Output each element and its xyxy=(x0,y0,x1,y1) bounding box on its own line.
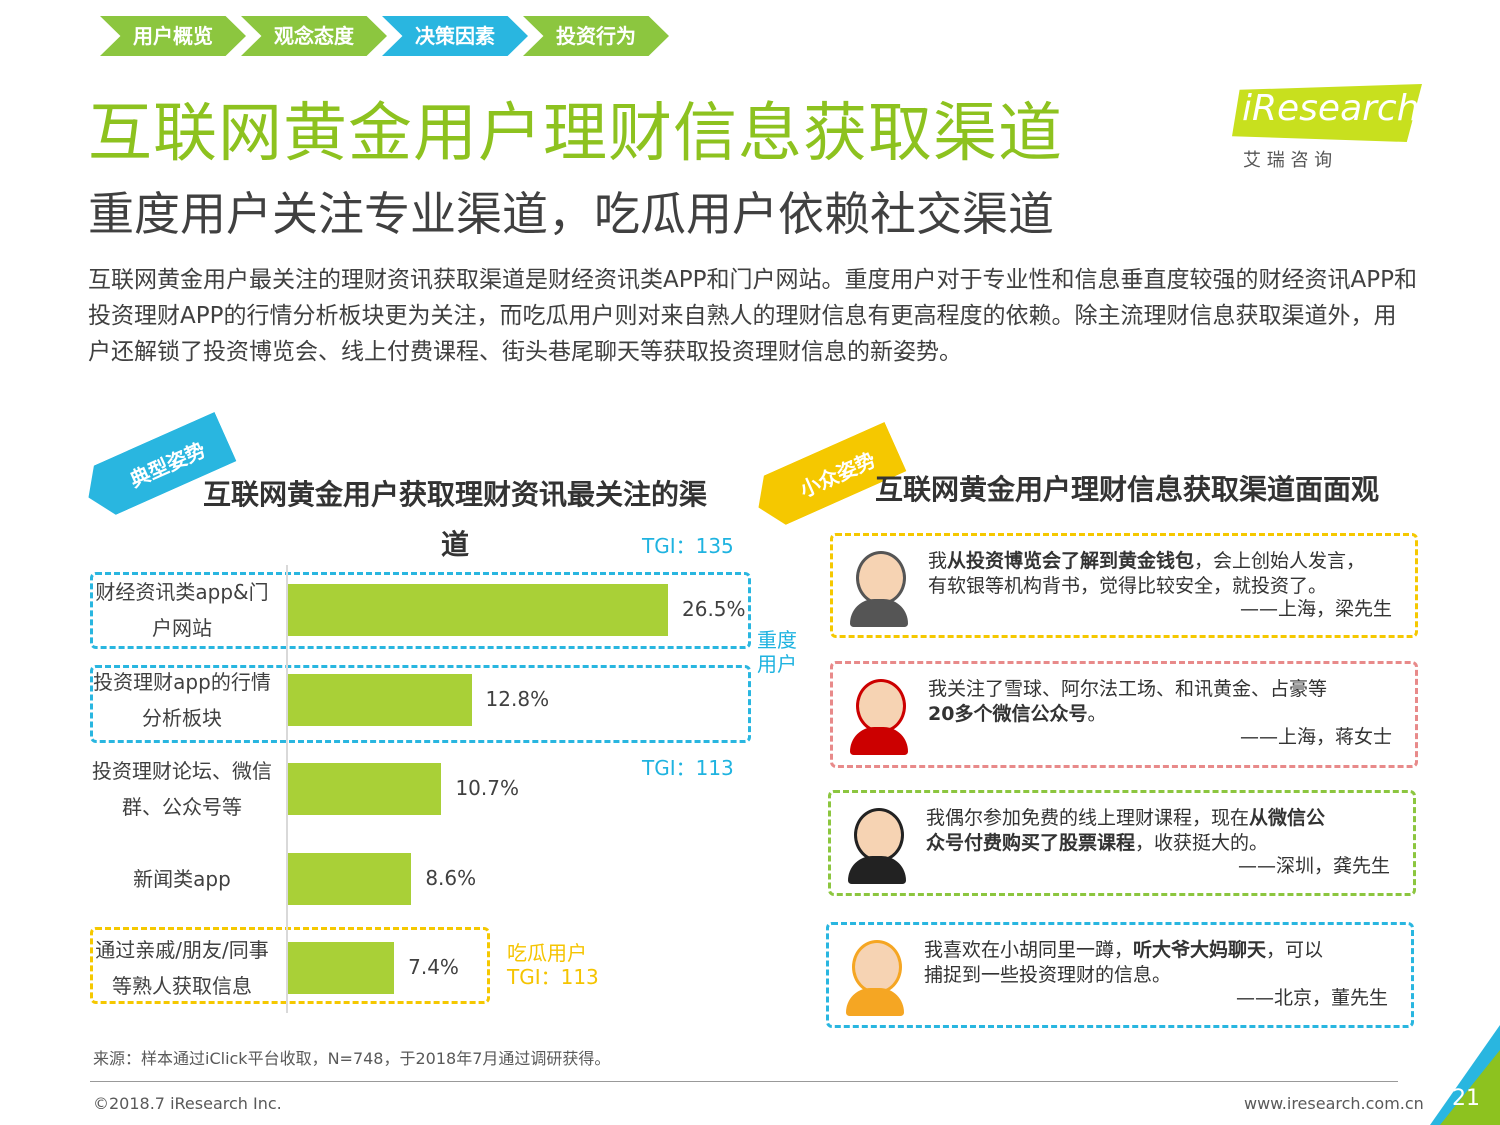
quote-author: ——上海，梁先生 xyxy=(1239,598,1392,620)
avatar-body xyxy=(850,727,908,755)
category-label: 新闻类app xyxy=(133,866,231,891)
avatar-head xyxy=(852,940,902,994)
quote-box xyxy=(830,533,1418,638)
quote-box xyxy=(830,661,1418,768)
highlight-box xyxy=(90,927,490,1004)
bar xyxy=(288,673,472,726)
quote-box xyxy=(828,790,1416,896)
bar xyxy=(288,942,395,994)
quote-text: ，可以 xyxy=(1266,939,1324,961)
quote-line: 20多个微信公众号。 xyxy=(928,702,1106,727)
value-label: 8.6% xyxy=(425,865,477,890)
subtitle: 重度用户关注专业渠道，吃瓜用户依赖社交渠道 xyxy=(88,187,1054,241)
nav-item: 决策因素 xyxy=(382,16,528,56)
quote-text: 捕捉到一些投资理财的信息。 xyxy=(924,964,1172,986)
quote-line: 有软银等机构背书，觉得比较安全，就投资了。 xyxy=(928,574,1327,599)
annotation: TGI：113 xyxy=(507,965,599,989)
highlight-box xyxy=(90,665,751,743)
quote-text: 有软银等机构背书，觉得比较安全，就投资了。 xyxy=(928,575,1328,597)
chart-title: 互联网黄金用户获取理财资讯最关注的渠道 xyxy=(202,478,707,561)
logo: iResearch xyxy=(1242,88,1420,129)
quote-text: 听大爷大妈聊天 xyxy=(1133,939,1267,961)
quote-text: 从投资博览会了解到黄金钱包 xyxy=(947,550,1195,572)
body-text: 互联网黄金用户最关注的理财资讯获取渠道是财经资讯类APP和门户网站。重度用户对于… xyxy=(88,267,1417,365)
category-label: 投资理财app的行情分析板块 xyxy=(93,669,271,730)
highlight-box xyxy=(90,572,751,649)
quote-box xyxy=(826,922,1414,1028)
category-label: 财经资讯类app&门户网站 xyxy=(95,580,269,640)
copyright: ©2018.7 iResearch Inc. xyxy=(93,1094,282,1113)
annotation: TGI：135 xyxy=(642,534,734,558)
bar xyxy=(288,763,442,815)
avatar-body xyxy=(848,856,906,884)
category-label: 投资理财论坛、微信群、公众号等 xyxy=(92,759,272,819)
avatar-body xyxy=(850,599,908,627)
quote-author: ——上海，蒋女士 xyxy=(1239,726,1392,748)
quote-text: ，收获挺大的。 xyxy=(1135,832,1269,854)
quotes-title: 互联网黄金用户理财信息获取渠道面面观 xyxy=(875,473,1380,506)
nav-item: 观念态度 xyxy=(241,16,387,56)
quote-text: 20多个微信公众号 xyxy=(928,703,1088,725)
avatar-head xyxy=(854,808,904,862)
quote-line: 我喜欢在小胡同里一蹲，听大爷大妈聊天，可以 xyxy=(924,938,1323,963)
footer-rule xyxy=(90,1081,1398,1082)
quote-text: 。 xyxy=(1087,703,1107,725)
quote-text: ，会上创始人发言， xyxy=(1194,550,1366,572)
quote-text: 我偶尔参加免费的线上理财课程，现在 xyxy=(926,807,1250,829)
category-label: 通过亲戚/朋友/同事等熟人获取信息 xyxy=(95,938,269,998)
quote-author: ——北京，董先生 xyxy=(1235,987,1388,1009)
bar xyxy=(288,852,412,905)
quote-text: 众号付费购买了股票课程 xyxy=(926,832,1136,854)
quote-line: 我关注了雪球、阿尔法工场、和讯黄金、占豪等 xyxy=(928,677,1327,702)
avatar-body xyxy=(846,988,904,1016)
source: 来源：样本通过iClick平台收取，N=748，于2018年7月通过调研获得。 xyxy=(93,1049,611,1068)
quote-line: 捕捉到一些投资理财的信息。 xyxy=(924,963,1171,988)
quote-text: 我关注了雪球、阿尔法工场、和讯黄金、占豪等 xyxy=(928,678,1328,700)
bar xyxy=(288,584,668,636)
axis-line xyxy=(286,565,288,1013)
logo-bg xyxy=(1232,84,1422,142)
value-label: 7.4% xyxy=(408,955,459,979)
nav-item: 用户概览 xyxy=(100,16,246,56)
value-label: 12.8% xyxy=(485,686,550,711)
annotation: 吃瓜用户 xyxy=(507,941,587,965)
nav-item: 投资行为 xyxy=(523,16,669,56)
annotation: TGI：113 xyxy=(642,756,734,780)
page-number: 21 xyxy=(1452,1086,1480,1111)
logo-cn: 艾 瑞 咨 询 xyxy=(1243,150,1333,171)
avatar-head xyxy=(856,551,906,605)
quote-text: 我喜欢在小胡同里一蹲， xyxy=(924,939,1134,961)
avatar-head xyxy=(856,679,906,733)
quote-text: 从微信公 xyxy=(1249,807,1326,829)
value-label: 26.5% xyxy=(682,597,746,621)
quote-line: 我从投资博览会了解到黄金钱包，会上创始人发言， xyxy=(928,549,1365,574)
quote-line: 我偶尔参加免费的线上理财课程，现在从微信公 xyxy=(926,806,1325,831)
quote-text: 我 xyxy=(928,550,948,572)
url: www.iresearch.com.cn xyxy=(1244,1094,1424,1113)
quote-line: 众号付费购买了股票课程，收获挺大的。 xyxy=(926,831,1268,856)
value-label: 10.7% xyxy=(455,776,519,800)
title: 互联网黄金用户理财信息获取渠道 xyxy=(88,97,1063,171)
annotation: 重度用户 xyxy=(757,628,797,676)
quote-author: ——深圳，龚先生 xyxy=(1237,855,1390,877)
